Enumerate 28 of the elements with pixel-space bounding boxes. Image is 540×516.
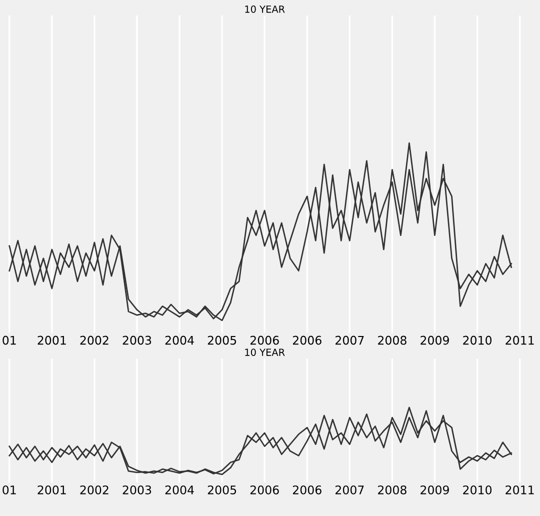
chart-title: 10 YEAR	[245, 348, 285, 356]
x-tick-label: 01	[2, 336, 16, 345]
x-tick-label: 2006	[292, 485, 322, 494]
x-tick-label: 2008	[378, 485, 406, 494]
x-tick-label: 2007	[336, 485, 364, 494]
x-tick-label: 2002	[80, 485, 108, 494]
chart-title: 10 YEAR	[245, 5, 285, 13]
x-tick-label: 2003	[122, 485, 152, 494]
x-tick-label: 2001	[38, 336, 66, 345]
x-tick-label: 2004	[165, 485, 194, 494]
x-tick-label: 2011	[506, 485, 534, 494]
x-tick-label: 2005	[208, 485, 236, 494]
x-tick-label: 2006	[250, 485, 279, 494]
x-tick-label: 2011	[506, 336, 534, 345]
x-tick-label: 2006	[292, 336, 322, 345]
x-tick-label: 2010	[463, 336, 492, 345]
x-tick-label: 2001	[38, 485, 66, 494]
x-tick-label: 2009	[420, 485, 449, 494]
x-tick-label: 2005	[208, 336, 236, 345]
x-tick-label: 2004	[165, 336, 194, 345]
x-tick-label: 2010	[463, 485, 492, 494]
x-tick-label: 01	[2, 485, 16, 494]
x-tick-label: 2003	[122, 336, 152, 345]
x-tick-label: 2007	[336, 336, 364, 345]
x-tick-label: 2002	[80, 336, 108, 345]
x-tick-label: 2006	[250, 336, 279, 345]
x-tick-label: 2008	[378, 336, 406, 345]
x-tick-label: 2009	[420, 336, 449, 345]
